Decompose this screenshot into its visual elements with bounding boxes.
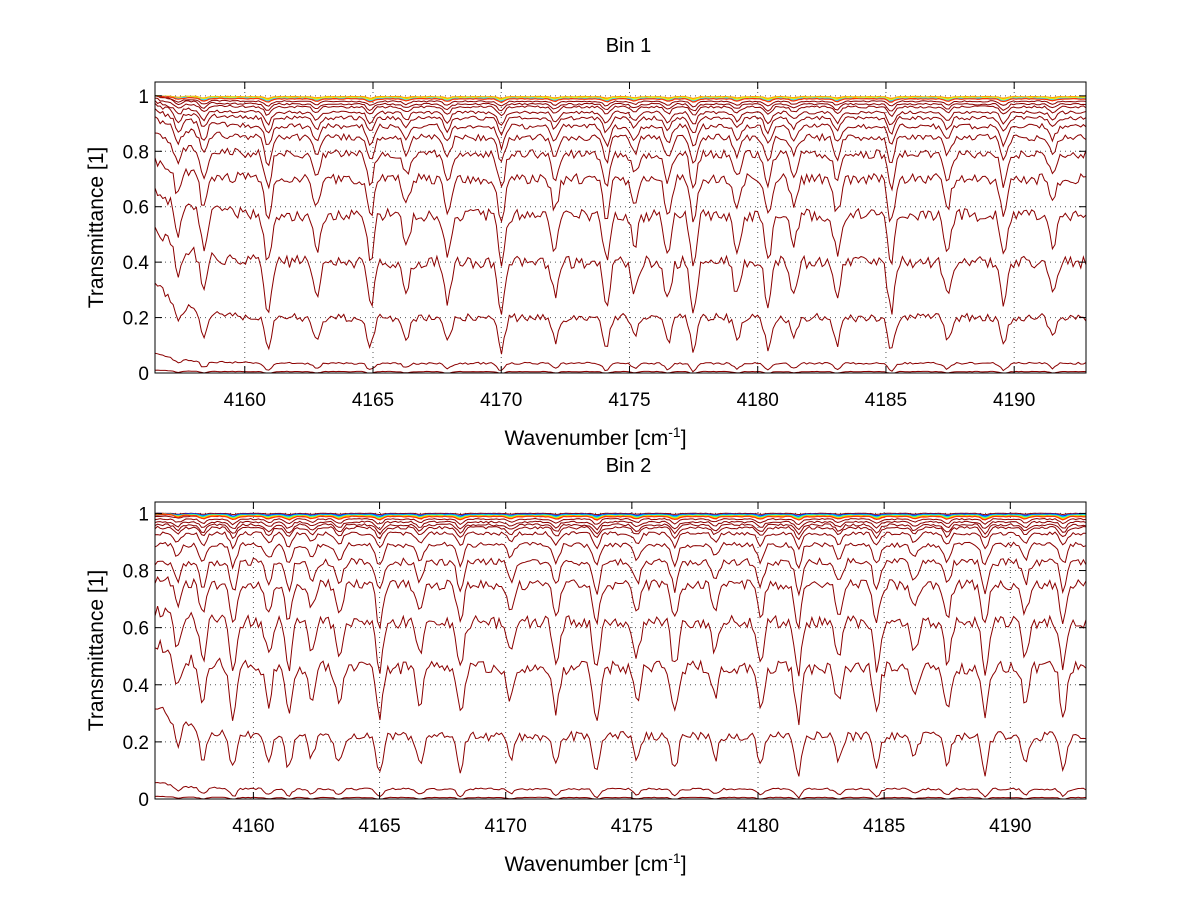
x-axis-label-close: ]	[681, 427, 687, 450]
series-group	[154, 512, 1087, 800]
x-tick-label-2: 4170	[480, 390, 522, 411]
y-axis-label: Transmittance [1]	[85, 570, 108, 731]
tick-marks	[155, 82, 1086, 374]
y-tick-label-2: 0.4	[123, 676, 150, 697]
x-axis-label-main: Wavenumber [cm	[504, 853, 668, 876]
series-line-1	[154, 352, 1087, 373]
x-tick-label-3: 4175	[608, 390, 650, 411]
y-tick-label-4: 0.8	[123, 562, 149, 583]
y-tick-label-3: 0.6	[123, 198, 149, 219]
y-tick-label-0: 0	[138, 790, 149, 811]
tick-marks	[155, 502, 1086, 800]
x-axis-label-close: ]	[681, 853, 687, 876]
series-line-2	[154, 282, 1087, 355]
series-line-8	[154, 108, 1087, 152]
subplot-bin-1: 4160 4165 4170 4175 4180 4185 4190 00.20.40.60…	[85, 35, 1087, 450]
x-axis-label: Wavenumber [cm-1]	[504, 850, 686, 876]
axes-frame	[154, 81, 1087, 374]
y-tick-label-5: 1	[138, 87, 149, 108]
series-line-1	[154, 781, 1087, 799]
subplot-bin-2: 4160 4165 4170 4175 4180 4185 4190 00.20.40.60…	[85, 455, 1087, 876]
series-line-20	[154, 95, 1087, 104]
x-tick-label-6: 4190	[993, 390, 1035, 411]
x-tick-label-0: 4160	[224, 390, 266, 411]
x-tick-label-4: 4180	[737, 816, 779, 837]
y-tick-label-0: 0	[138, 364, 149, 385]
y-axis-label: Transmittance [1]	[85, 147, 108, 308]
series-line-9	[154, 525, 1087, 541]
series-line-13	[154, 95, 1087, 108]
series-line-20	[154, 512, 1087, 521]
y-tick-label-2: 0.4	[123, 253, 150, 274]
series-line-3	[154, 226, 1087, 315]
y-tick-label-1: 0.2	[123, 309, 149, 330]
series-line-11	[154, 97, 1087, 118]
series-line-8	[154, 530, 1086, 551]
chart-title: Bin 1	[606, 35, 652, 57]
series-line-10	[154, 523, 1087, 536]
series-line-9	[154, 102, 1087, 137]
series-line-3	[154, 638, 1087, 726]
y-tick-labels: 0 0.2 0.4 0.6 0.8 1	[123, 504, 150, 811]
series-line-2	[154, 706, 1087, 777]
series-line-11	[154, 520, 1087, 531]
x-tick-label-5: 4185	[865, 390, 907, 411]
series-line-6	[154, 132, 1087, 192]
x-tick-label-6: 4190	[989, 816, 1031, 837]
y-tick-label-5: 1	[138, 504, 149, 525]
x-axis-label-sup: -1	[668, 424, 681, 440]
series-line-7	[154, 116, 1087, 167]
series-line-0	[154, 369, 1087, 374]
x-axis-label-sup: -1	[668, 850, 681, 866]
x-tick-labels: 4160 4165 4170 4175 4180 4185 4190	[224, 390, 1036, 411]
x-tick-label-3: 4175	[611, 816, 653, 837]
x-tick-label-0: 4160	[232, 816, 274, 837]
x-tick-labels: 4160 4165 4170 4175 4180 4185 4190	[232, 816, 1031, 837]
x-tick-label-1: 4165	[352, 390, 394, 411]
axes-frame	[154, 501, 1087, 800]
x-tick-label-5: 4185	[863, 816, 905, 837]
series-line-5	[154, 576, 1087, 631]
x-axis-label: Wavenumber [cm-1]	[504, 424, 686, 450]
x-tick-label-1: 4165	[358, 816, 400, 837]
y-tick-labels: 0 0.2 0.4 0.6 0.8 1	[123, 87, 150, 385]
y-tick-label-1: 0.2	[123, 733, 149, 754]
x-tick-label-4: 4180	[737, 390, 779, 411]
series-line-5	[154, 157, 1087, 224]
series-line-15	[154, 512, 1086, 516]
series-line-6	[154, 557, 1087, 597]
y-tick-label-4: 0.8	[123, 142, 149, 163]
series-line-12	[154, 517, 1087, 526]
series-line-10	[154, 100, 1087, 126]
y-tick-label-3: 0.6	[123, 619, 149, 640]
series-line-12	[154, 94, 1087, 112]
series-line-4	[154, 187, 1087, 267]
series-line-4	[154, 605, 1087, 677]
chart-title: Bin 2	[606, 455, 652, 477]
x-axis-label-main: Wavenumber [cm	[504, 427, 668, 450]
series-line-7	[154, 541, 1087, 570]
series-group	[154, 94, 1087, 374]
x-tick-label-2: 4170	[485, 816, 527, 837]
